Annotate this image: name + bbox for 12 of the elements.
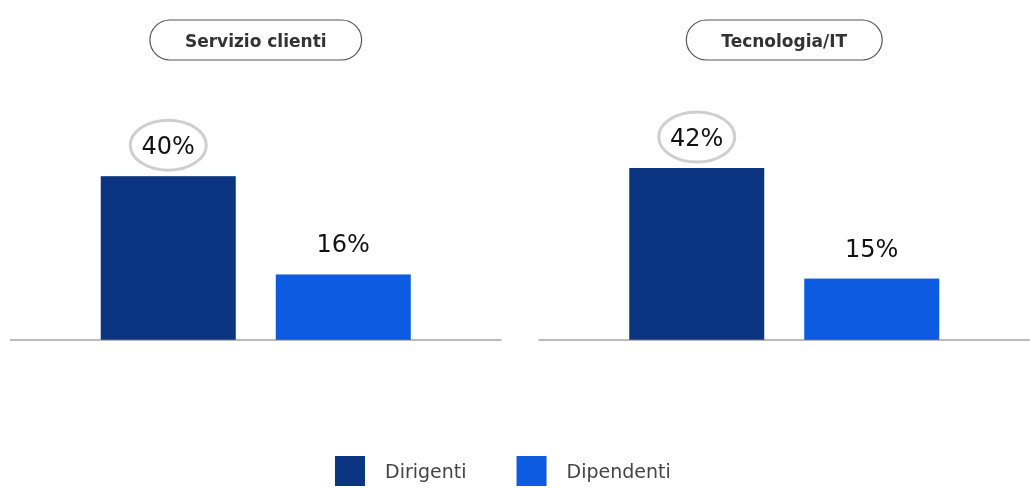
x-tick-label: Tecnologia/IT — [721, 31, 848, 51]
legend-label: Dipendenti — [566, 460, 671, 482]
data-label: 15% — [845, 234, 899, 263]
bar — [804, 278, 940, 340]
legend-label: Dirigenti — [385, 460, 467, 482]
data-label: 42% — [670, 124, 724, 152]
bar — [100, 176, 236, 340]
data-label: 16% — [316, 230, 370, 259]
bar — [629, 168, 765, 340]
x-tick-label: Servizio clienti — [184, 31, 327, 51]
bar — [275, 274, 411, 340]
data-label: 40% — [141, 132, 195, 161]
